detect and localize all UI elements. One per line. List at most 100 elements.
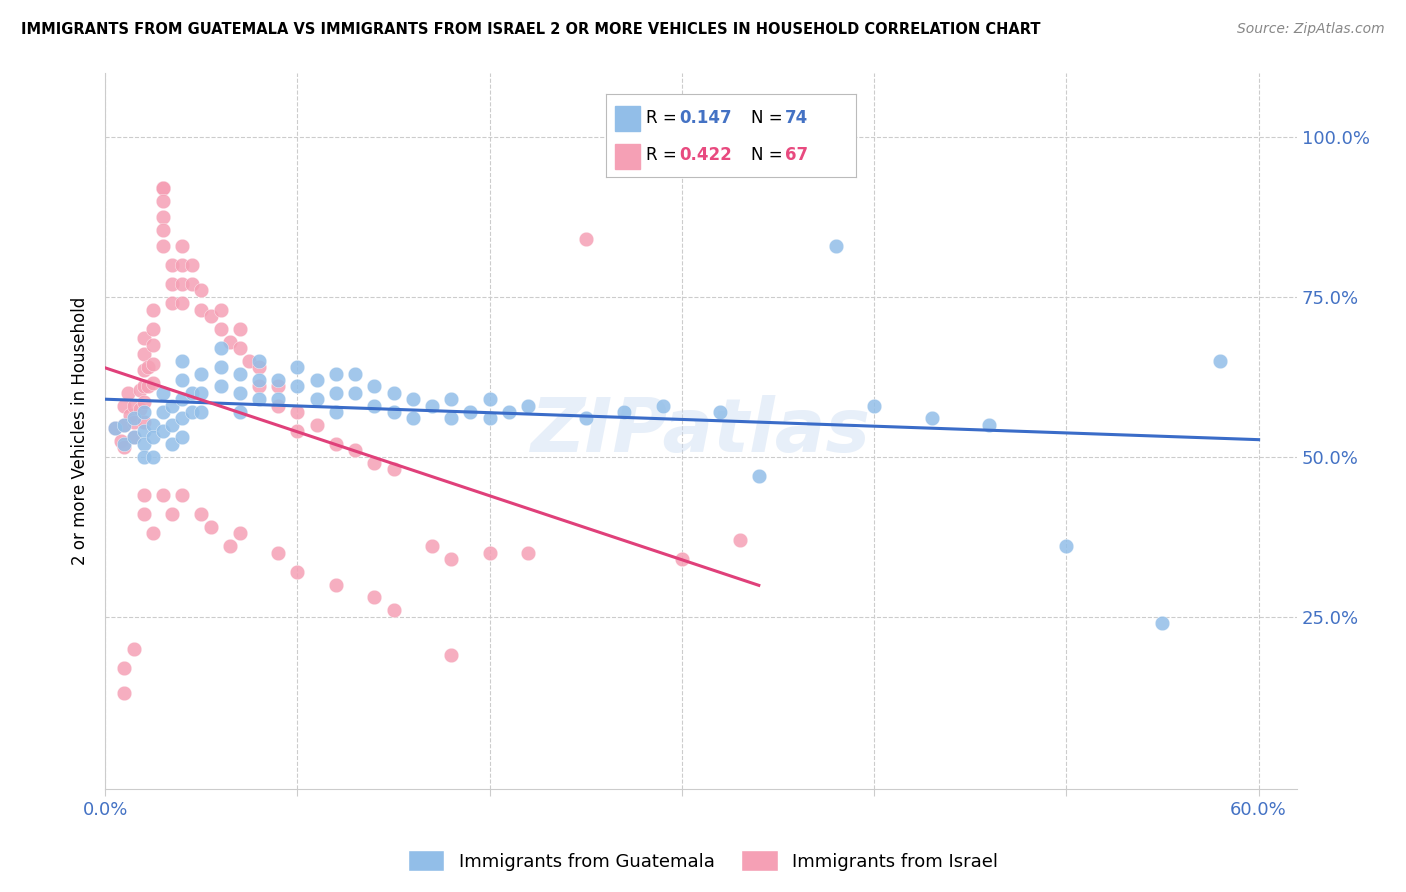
Point <box>172 353 194 368</box>
Point <box>136 379 159 393</box>
Point <box>180 277 202 291</box>
Point <box>748 468 770 483</box>
Point <box>132 488 155 502</box>
Point <box>132 331 155 345</box>
Point <box>152 405 174 419</box>
Point <box>200 520 222 534</box>
Point <box>498 405 520 419</box>
Point <box>287 565 309 579</box>
Point <box>267 399 290 413</box>
Point <box>172 277 194 291</box>
Point <box>142 338 165 352</box>
Point <box>287 360 309 375</box>
Point <box>229 385 252 400</box>
Point <box>325 405 347 419</box>
Point <box>267 392 290 406</box>
Point <box>136 360 159 375</box>
Point <box>671 552 693 566</box>
Point <box>132 437 155 451</box>
Point <box>247 373 270 387</box>
Point <box>613 405 636 419</box>
Point <box>440 648 463 662</box>
Point <box>200 309 222 323</box>
Legend: Immigrants from Guatemala, Immigrants from Israel: Immigrants from Guatemala, Immigrants fr… <box>401 843 1005 879</box>
Point <box>104 421 127 435</box>
Point <box>172 488 194 502</box>
Point <box>128 383 150 397</box>
Point <box>382 462 405 476</box>
Point <box>382 385 405 400</box>
Point <box>162 277 184 291</box>
Point <box>122 430 145 444</box>
Point <box>114 661 136 675</box>
Point <box>142 430 165 444</box>
Point <box>132 405 155 419</box>
Point <box>117 385 139 400</box>
Point <box>180 405 202 419</box>
Point <box>142 376 165 391</box>
Point <box>229 322 252 336</box>
Point <box>152 210 174 224</box>
Point <box>517 546 540 560</box>
Point <box>209 360 232 375</box>
Point <box>478 392 501 406</box>
Point <box>344 385 367 400</box>
Point <box>152 181 174 195</box>
Point <box>128 401 150 416</box>
Point <box>110 434 132 448</box>
Point <box>172 430 194 444</box>
Y-axis label: 2 or more Vehicles in Household: 2 or more Vehicles in Household <box>72 297 89 566</box>
Point <box>132 347 155 361</box>
Point <box>152 194 174 208</box>
Point <box>122 415 145 429</box>
Point <box>440 392 463 406</box>
Point <box>142 302 165 317</box>
Point <box>287 424 309 438</box>
Point <box>219 539 242 553</box>
Point <box>344 367 367 381</box>
Point <box>209 302 232 317</box>
Point <box>440 411 463 425</box>
Point <box>190 507 212 521</box>
Point <box>132 379 155 393</box>
Point <box>402 411 425 425</box>
Point <box>142 357 165 371</box>
Point <box>651 399 673 413</box>
Point <box>180 258 202 272</box>
Point <box>142 322 165 336</box>
Point <box>162 417 184 432</box>
Point <box>132 395 155 409</box>
Point <box>162 437 184 451</box>
Point <box>229 526 252 541</box>
Point <box>363 379 385 393</box>
Point <box>229 405 252 419</box>
Point <box>1152 615 1174 630</box>
Point <box>132 507 155 521</box>
Point <box>209 322 232 336</box>
Point <box>728 533 751 547</box>
Point <box>209 341 232 355</box>
Point <box>921 411 943 425</box>
Point <box>824 238 846 252</box>
Point <box>190 367 212 381</box>
Point <box>267 546 290 560</box>
Point <box>190 405 212 419</box>
Point <box>344 443 367 458</box>
Point <box>247 353 270 368</box>
Point <box>709 405 731 419</box>
Point <box>190 385 212 400</box>
Point <box>305 392 328 406</box>
Point <box>122 430 145 444</box>
Point <box>478 546 501 560</box>
Point <box>382 603 405 617</box>
Point <box>287 405 309 419</box>
Point <box>382 405 405 419</box>
Point <box>229 367 252 381</box>
Point <box>172 258 194 272</box>
Point <box>325 367 347 381</box>
Point <box>142 450 165 464</box>
Point <box>122 641 145 656</box>
Point <box>180 385 202 400</box>
Point <box>209 379 232 393</box>
Point <box>152 488 174 502</box>
